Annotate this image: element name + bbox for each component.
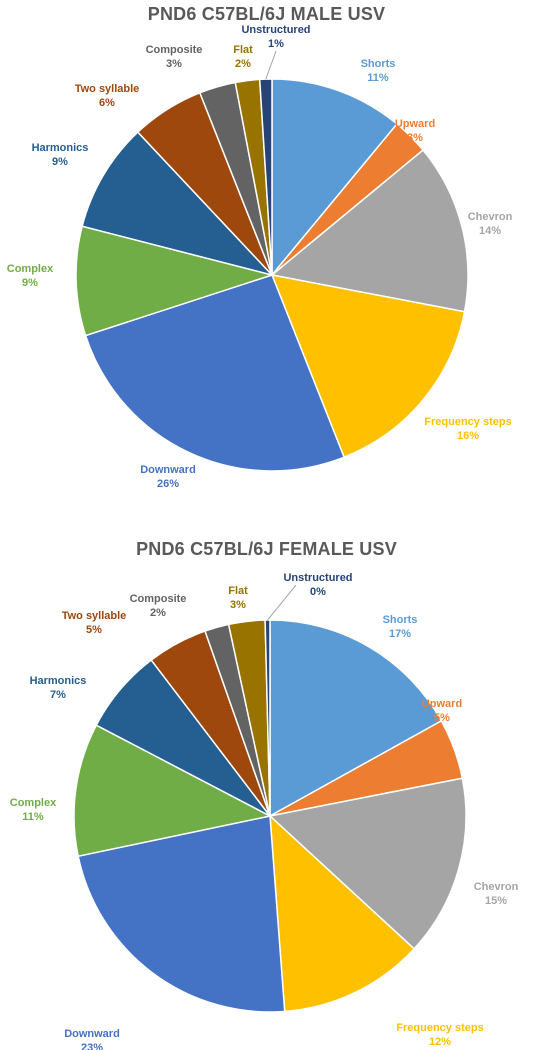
pie-slice-chevron xyxy=(270,149,469,313)
slice-label-flat: Flat xyxy=(228,585,248,597)
leader-line-unstructured xyxy=(265,50,277,80)
slice-value-downward: 23% xyxy=(81,1042,103,1050)
slice-label-shorts: Shorts xyxy=(361,58,396,70)
slice-value-unstructured: 1% xyxy=(268,38,284,50)
male-chart-title: PND6 C57BL/6J MALE USV xyxy=(147,4,386,24)
pie-slice-downward xyxy=(84,274,346,472)
slice-value-shorts: 17% xyxy=(389,628,411,640)
slice-value-chevron: 14% xyxy=(479,225,501,237)
slice-label-composite: Composite xyxy=(146,44,203,56)
slice-label-upward: Upward xyxy=(395,118,435,130)
slice-label-unstructured: Unstructured xyxy=(283,572,352,584)
pie-slice-unstructured xyxy=(264,619,271,817)
slice-value-downward: 26% xyxy=(157,478,179,490)
male-pie-chart: PND6 C57BL/6J MALE USV Shorts 11% Upward 3%… xyxy=(0,0,533,520)
female-chart-title: PND6 C57BL/6J FEMALE USV xyxy=(136,539,397,559)
pnd6-c57bl-6j-male-usv-slices xyxy=(75,78,469,472)
pie-slice-shorts xyxy=(271,78,398,278)
slice-value-two-syllable: 5% xyxy=(86,624,102,636)
slice-label-downward: Downward xyxy=(140,464,196,476)
slice-label-frequency-steps: Frequency steps xyxy=(424,416,511,428)
slice-value-harmonics: 7% xyxy=(50,689,66,701)
female-pie-chart: PND6 C57BL/6J FEMALE USV Shorts 17% Upward… xyxy=(0,535,533,1050)
slice-label-shorts: Shorts xyxy=(383,614,418,626)
slice-label-two-syllable: Two syllable xyxy=(62,610,127,622)
slice-value-composite: 2% xyxy=(150,607,166,619)
pnd6-c57bl-6j-female-usv-slices xyxy=(73,619,467,1013)
pie-slice-complex xyxy=(75,225,275,337)
slice-value-chevron: 15% xyxy=(485,895,507,907)
slice-label-unstructured: Unstructured xyxy=(241,24,310,36)
slice-value-flat: 3% xyxy=(230,599,246,611)
slice-value-composite: 3% xyxy=(166,58,182,70)
pie-slice-chevron xyxy=(268,777,467,950)
slice-value-upward: 5% xyxy=(434,712,450,724)
pie-slice-unstructured xyxy=(258,78,273,276)
slice-value-flat: 2% xyxy=(235,58,251,70)
pie-slice-frequency-steps xyxy=(270,274,466,459)
slice-value-complex: 11% xyxy=(22,811,44,823)
slice-value-unstructured: 0% xyxy=(310,586,326,598)
slice-value-frequency-steps: 12% xyxy=(429,1036,451,1048)
slice-label-chevron: Chevron xyxy=(468,211,513,223)
slice-label-complex: Complex xyxy=(10,797,57,809)
male-pie-svg: Shorts 11% Upward 3% Chevron 14% Frequency ste… xyxy=(7,24,513,490)
slice-label-two-syllable: Two syllable xyxy=(75,83,140,95)
slice-value-harmonics: 9% xyxy=(52,156,68,168)
slice-label-composite: Composite xyxy=(130,593,187,605)
pie-slice-complex xyxy=(73,724,273,858)
slice-label-complex: Complex xyxy=(7,263,54,275)
slice-value-two-syllable: 6% xyxy=(99,97,115,109)
pie-slice-harmonics xyxy=(81,131,275,277)
slice-value-frequency-steps: 16% xyxy=(457,430,479,442)
slice-value-upward: 3% xyxy=(407,132,423,144)
leader-line-unstructured xyxy=(267,584,297,621)
pie-slice-shorts xyxy=(269,619,443,818)
slice-value-complex: 9% xyxy=(22,277,38,289)
slice-label-harmonics: Harmonics xyxy=(32,142,89,154)
slice-label-frequency-steps: Frequency steps xyxy=(396,1022,483,1034)
pie-slice-downward xyxy=(77,815,286,1013)
pie-slice-frequency-steps xyxy=(269,814,416,1013)
slice-label-flat: Flat xyxy=(233,44,253,56)
slice-label-harmonics: Harmonics xyxy=(30,675,87,687)
slice-label-chevron: Chevron xyxy=(474,881,519,893)
slice-value-shorts: 11% xyxy=(367,72,389,84)
slice-label-upward: Upward xyxy=(422,698,462,710)
female-pie-svg: Shorts 17% Upward 5% Chevron 15% Frequency ste… xyxy=(10,572,519,1050)
slice-label-downward: Downward xyxy=(64,1028,120,1040)
